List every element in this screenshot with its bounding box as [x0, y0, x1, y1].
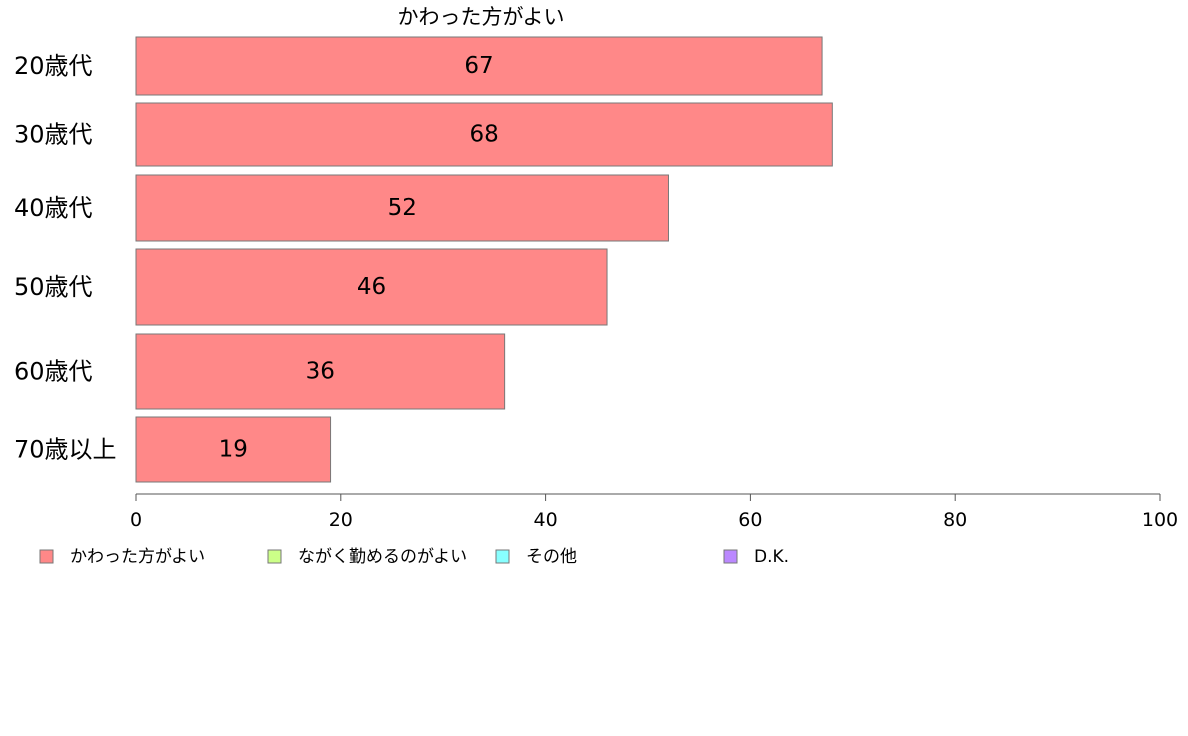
- category-label: 60歳代: [14, 358, 93, 386]
- data-label: 52: [388, 195, 417, 221]
- x-tick-label: 40: [534, 509, 558, 531]
- bar: [135, 333, 506, 410]
- legend-swatch: [267, 549, 282, 564]
- category-label: 50歳代: [14, 273, 93, 301]
- legend-label: D.K.: [754, 547, 789, 567]
- category-label: 20歳代: [14, 52, 93, 80]
- legend-swatch: [495, 549, 510, 564]
- x-tick-label: 80: [943, 509, 967, 531]
- x-axis: 0 20 40 60 80 100: [130, 493, 1178, 531]
- legend-swatch: [39, 549, 54, 564]
- data-label: 67: [464, 53, 493, 79]
- data-label: 68: [470, 122, 499, 148]
- category-label: 70歳以上: [14, 436, 117, 464]
- legend-label: かわった方がよい: [70, 547, 205, 567]
- bar: [135, 174, 669, 242]
- category-label: 40歳代: [14, 194, 93, 222]
- bar-group: 20歳代 67 30歳代 68 40歳代 52 50歳代 46 60歳代 36 70歳以上 19: [14, 36, 833, 483]
- legend: かわった方がよい ながく勤めるのがよい その他 D.K.: [39, 547, 789, 567]
- bar: [135, 102, 833, 167]
- x-tick-label: 0: [130, 509, 142, 531]
- bar: [135, 36, 823, 96]
- x-tick-label: 60: [738, 509, 762, 531]
- data-label: 46: [357, 274, 386, 300]
- legend-label: その他: [526, 547, 577, 567]
- data-label: 19: [219, 437, 248, 463]
- bar: [135, 416, 332, 483]
- category-label: 30歳代: [14, 121, 93, 149]
- chart-title: かわった方がよい: [398, 5, 565, 29]
- legend-swatch: [723, 549, 738, 564]
- x-tick-label: 20: [329, 509, 353, 531]
- data-label: 36: [306, 359, 335, 385]
- legend-label: ながく勤めるのがよい: [298, 547, 467, 567]
- x-tick-label: 100: [1142, 509, 1178, 531]
- bar: [135, 248, 608, 326]
